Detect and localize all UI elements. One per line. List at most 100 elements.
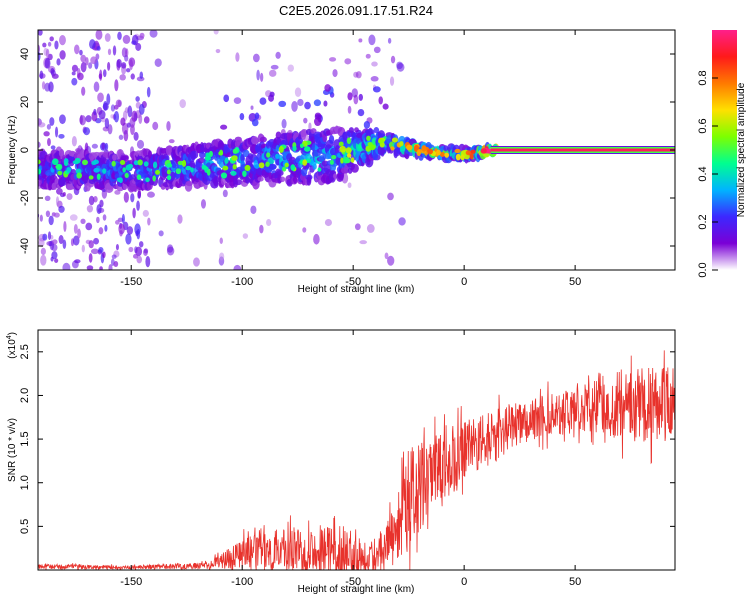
heatmap-cell [40, 254, 47, 266]
heatmap-cell [38, 44, 41, 54]
heatmap-cell [331, 155, 337, 160]
heatmap-cell [179, 99, 186, 109]
heatmap-cell [270, 64, 279, 70]
heatmap-cell [350, 163, 359, 173]
heatmap-cell [259, 72, 264, 82]
heatmap-cell [80, 61, 87, 73]
heatmap-cell [306, 176, 312, 186]
heatmap-cell [46, 123, 51, 130]
heatmap-cell [41, 81, 46, 90]
heatmap-cell [30, 225, 36, 229]
colorbar-ticks: 0.0 0.2 0.4 0.6 0.8 [697, 70, 718, 278]
heatmap-cell [137, 159, 143, 166]
heatmap-cell [95, 30, 103, 40]
heatmap-data [30, 30, 675, 270]
heatmap-cell [219, 237, 223, 244]
heatmap-cell [137, 188, 142, 199]
heatmap-cell [145, 177, 150, 183]
heatmap-cell [372, 86, 381, 93]
heatmap-cell [233, 264, 242, 270]
heatmap-cell [345, 147, 352, 154]
heatmap-cell [340, 157, 344, 164]
heatmap-cell [427, 148, 433, 155]
heatmap-cell [389, 76, 395, 86]
heatmap-cell [258, 162, 265, 169]
heatmap-y-axis: -40 -20 0 20 40 [19, 48, 675, 254]
heatmap-cell [98, 227, 104, 235]
y-tick-label: 20 [19, 96, 31, 108]
heatmap-cell [253, 53, 260, 63]
heatmap-cell [98, 73, 103, 80]
heatmap-cell [235, 52, 240, 62]
colorbar: 0.0 0.2 0.4 0.6 0.8 Normalized spectral ampl… [697, 30, 747, 278]
snr-scale-note: (x104) [6, 332, 18, 359]
heatmap-cell [92, 159, 99, 165]
heatmap-cell [106, 93, 111, 106]
heatmap-cell [85, 222, 93, 231]
heatmap-cell [53, 212, 60, 218]
heatmap-cell [324, 218, 332, 227]
heatmap-cell [89, 39, 96, 50]
heatmap-cell [304, 146, 311, 152]
heatmap-cell [88, 62, 93, 69]
heatmap-cell [88, 195, 95, 206]
heatmap-cell [122, 34, 131, 44]
heatmap-cell [232, 148, 238, 154]
heatmap-cell [370, 76, 379, 82]
snr-frame [37, 329, 676, 571]
heatmap-cell [277, 174, 282, 184]
heatmap-cell [112, 154, 117, 161]
heatmap-cell [382, 103, 389, 110]
heatmap-cell [91, 143, 98, 149]
heatmap-cell [47, 231, 52, 240]
heatmap-cell [208, 150, 213, 157]
heatmap-panel: -150 -100 -50 0 50 -40 -20 0 20 40 Height of str… [7, 29, 676, 295]
heatmap-cell [256, 69, 260, 81]
heatmap-cell [125, 164, 132, 171]
heatmap-cell [346, 153, 352, 158]
heatmap-cell [313, 233, 320, 245]
heatmap-cell [136, 139, 145, 149]
x-tick-label: 50 [569, 276, 581, 288]
heatmap-cell [113, 261, 119, 267]
heatmap-cell [266, 152, 271, 158]
heatmap-cell [96, 216, 100, 224]
heatmap-cell [190, 150, 197, 161]
heatmap-cell [302, 159, 308, 166]
heatmap-cell [391, 137, 399, 143]
heatmap-cell [126, 226, 134, 235]
heatmap-cell [242, 233, 249, 239]
heatmap-cell [114, 189, 121, 195]
heatmap-cell [74, 259, 81, 264]
heatmap-cell [115, 99, 122, 108]
colorbar-gradient [712, 30, 737, 270]
heatmap-cell [143, 248, 149, 254]
heatmap-cell [444, 152, 450, 158]
heatmap-cell [34, 58, 37, 69]
heatmap-cell [254, 112, 260, 120]
heatmap-cell [123, 191, 129, 203]
heatmap-cell [123, 129, 129, 142]
heatmap-cell [39, 70, 44, 80]
heatmap-cell [107, 61, 111, 71]
heatmap-cell [346, 137, 352, 145]
heatmap-cell [259, 97, 267, 105]
colorbar-tick-label: 0.8 [697, 70, 709, 85]
heatmap-cell [135, 246, 143, 257]
heatmap-cell [31, 130, 35, 134]
heatmap-cell [342, 156, 350, 164]
heatmap-cell [73, 223, 78, 234]
heatmap-cell [49, 36, 54, 42]
heatmap-cell [240, 153, 245, 163]
heatmap-cell [86, 265, 94, 270]
heatmap-cell [59, 35, 66, 46]
heatmap-cell [177, 160, 184, 166]
heatmap-cell [146, 86, 151, 98]
heatmap-cell [282, 166, 287, 172]
heatmap-cell [31, 171, 38, 181]
heatmap-cell [373, 127, 380, 134]
x-tick-label: 50 [569, 576, 581, 588]
heatmap-cell [54, 258, 59, 263]
heatmap-cell [223, 94, 230, 103]
heatmap-cell [132, 207, 136, 219]
